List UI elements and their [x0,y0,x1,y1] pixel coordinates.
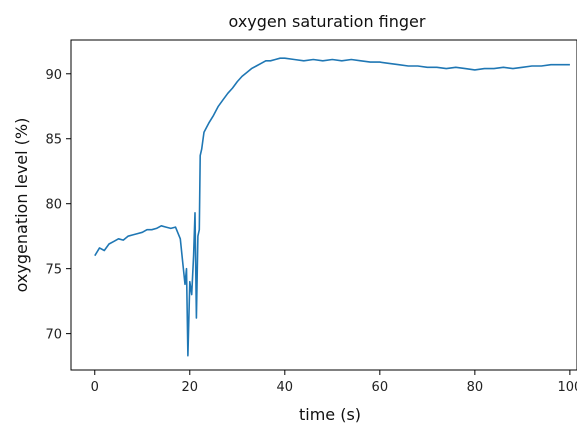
ticks: 0 20 40 60 80 100 70 75 80 85 90 [45,68,577,395]
y-axis-title: oxygenation level (%) [12,118,31,293]
y-tick-label: 75 [45,263,62,278]
x-tick-label: 20 [182,380,199,395]
x-tick-label: 80 [467,380,484,395]
y-tick-label: 70 [45,328,62,343]
x-tick-label: 60 [372,380,389,395]
y-tick-label: 90 [45,68,62,83]
y-tick-label: 85 [45,133,62,148]
x-tick-label: 0 [91,380,99,395]
x-tick-label: 100 [557,380,577,395]
y-tick-label: 80 [45,198,62,213]
x-axis-title: time (s) [299,405,361,424]
plot-area [94,57,570,357]
chart-title: oxygen saturation finger [229,12,426,31]
plot-frame [70,39,577,371]
series-line-0 [94,57,570,357]
x-tick-label: 40 [277,380,294,395]
